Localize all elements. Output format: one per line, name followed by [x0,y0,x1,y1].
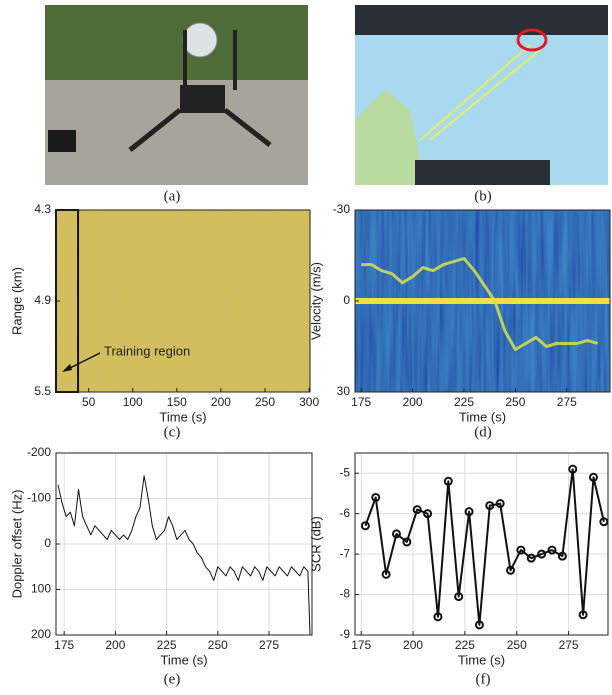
x-tick-label: 275 [559,638,579,652]
data-point [360,521,370,531]
plot-frame [55,452,313,636]
x-axis-label: Time (s) [159,409,206,424]
y-tick-label: -7 [339,546,350,560]
x-tick-label: 200 [403,638,423,652]
caption: (c) [164,424,181,440]
y-tick-label: 4.9 [34,293,51,307]
caption: (b) [474,188,492,204]
arrow-head [62,364,72,372]
y-tick-label: -8 [339,587,350,601]
data-point [371,492,381,502]
y-tick-label: 5.5 [34,384,51,398]
y-axis-label: Doppler offset (Hz) [9,490,24,599]
caption: (d) [474,424,492,440]
x-axis-label: Time (s) [160,652,207,667]
data-point [454,592,464,602]
data-point [474,620,484,630]
map-screenshot [355,5,608,185]
y-tick-label: -30 [333,202,351,216]
data-point [443,476,453,486]
clutter-band [355,298,610,304]
y-tick-label: 0 [343,293,350,307]
data-point [402,537,412,547]
x-tick-label: 175 [54,638,74,652]
y-tick-label: -5 [339,465,350,479]
x-tick-label: 200 [211,395,231,409]
data-point [588,472,598,482]
x-tick-label: 225 [454,395,474,409]
y-tick-label: 200 [31,627,51,641]
data-line [364,468,605,626]
x-tick-label: 300 [299,395,319,409]
data-point [391,529,401,539]
data-point [485,501,495,511]
y-axis-label: Range (km) [9,267,24,335]
x-tick-label: 200 [105,638,125,652]
drone-photo [45,5,308,185]
y-tick-label: -200 [27,445,51,459]
y-tick-label: -100 [27,491,51,505]
plot-frame [55,209,311,393]
heatmap [56,210,310,392]
y-axis-label: SCR (dB) [308,516,323,572]
data-point [381,569,391,579]
y-tick-label: -6 [339,506,350,520]
x-tick-label: 200 [403,395,423,409]
data-point [516,545,526,555]
x-tick-label: 150 [167,395,187,409]
x-tick-label: 100 [123,395,143,409]
y-tick-label: 4.3 [34,202,51,216]
x-tick-label: 225 [157,638,177,652]
caption: (f) [476,671,491,687]
data-point [464,507,474,517]
data-point [423,509,433,519]
annotation: Training region [104,343,190,358]
caption: (a) [164,188,181,204]
x-tick-label: 50 [82,395,96,409]
data-line [361,257,599,351]
x-tick-label: 275 [259,638,279,652]
data-point [506,565,516,575]
y-tick-label: 100 [31,582,51,596]
data-point [578,610,588,620]
data-line [57,475,311,636]
x-tick-label: 250 [255,395,275,409]
y-tick-label: -9 [339,627,350,641]
data-point [557,551,567,561]
data-point [433,612,443,622]
x-tick-label: 275 [557,395,577,409]
data-point [568,464,578,474]
x-tick-label: 175 [351,395,371,409]
y-axis-label: Velocity (m/s) [308,262,323,340]
data-point [412,505,422,515]
x-axis-label: Time (s) [459,409,506,424]
arrow [65,352,101,371]
data-point [537,549,547,559]
plot-frame [354,209,611,393]
data-point [547,545,557,555]
data-point [599,517,609,527]
x-tick-label: 225 [455,638,475,652]
caption: (e) [164,671,181,687]
x-tick-label: 250 [208,638,228,652]
x-tick-label: 175 [351,638,371,652]
plot-frame [354,452,609,636]
x-tick-label: 250 [507,638,527,652]
x-axis-label: Time (s) [458,652,505,667]
data-point [526,553,536,563]
y-tick-label: 30 [337,384,351,398]
y-tick-label: 0 [44,536,51,550]
x-tick-label: 250 [505,395,525,409]
data-point [495,499,505,509]
